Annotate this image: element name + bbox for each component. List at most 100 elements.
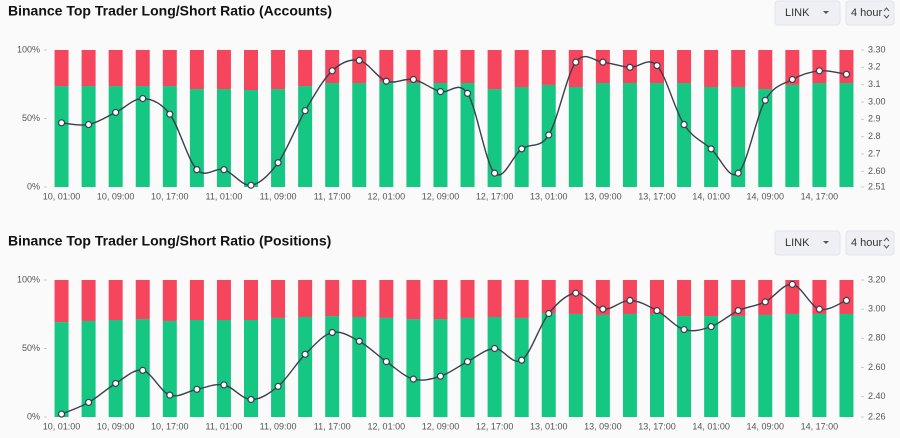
bar-segment — [731, 280, 746, 317]
bar-segment — [812, 280, 827, 314]
ratio-point — [463, 89, 472, 97]
ratio-point — [653, 307, 661, 315]
ratio-point — [491, 344, 499, 353]
bar-segment — [650, 280, 664, 314]
ratio-point — [84, 120, 93, 129]
bar-segment — [135, 280, 150, 320]
bar-segment — [189, 320, 204, 417]
bar-segment — [595, 83, 610, 187]
bar-segment — [487, 50, 502, 90]
ratio-point — [572, 289, 580, 297]
x-tick-label: 11, 01:00 — [205, 191, 242, 201]
x-tick-label: 12, 09:00 — [422, 191, 460, 201]
y2-tick-label: 2.9 — [868, 114, 881, 124]
bar-segment — [704, 280, 719, 317]
y2-tick-label: 2.8 — [868, 131, 881, 141]
x-tick-label: 10, 01:00 — [43, 191, 81, 201]
bar-segment — [731, 86, 746, 187]
bar-segment — [487, 316, 502, 417]
ratio-point — [166, 110, 174, 118]
dropdown-text: 4 hour — [851, 237, 883, 249]
bar-segment — [433, 83, 448, 187]
y2-tick-label: 3.00 — [868, 96, 886, 106]
x-tick-label: 14, 01:00 — [692, 421, 730, 431]
interval-dropdown[interactable]: 4 hour — [845, 230, 895, 256]
y2-tick-label: 3.1 — [868, 79, 881, 89]
ratio-point — [680, 120, 688, 129]
bar-segment — [379, 317, 394, 417]
bar-segment — [271, 89, 286, 187]
bar-segment — [406, 280, 421, 320]
symbol-dropdown[interactable]: LINK — [774, 230, 841, 256]
chart-title: Binance Top Trader Long/Short Ratio (Pos… — [8, 233, 331, 249]
bar-segment — [379, 82, 394, 187]
ratio-point — [57, 410, 66, 418]
ratio-point — [193, 385, 201, 393]
bar-segment — [406, 83, 421, 187]
x-tick-label: 12, 01:00 — [368, 421, 406, 431]
dropdown-arrow — [883, 7, 890, 19]
bar-segment — [271, 280, 286, 318]
ratio-point — [328, 328, 336, 337]
bar-segment — [244, 280, 258, 321]
bar-segment — [541, 280, 556, 314]
ratio-point — [112, 379, 120, 388]
ratio-point — [491, 169, 499, 177]
dropdown-box — [774, 230, 841, 256]
x-tick-label: 11, 17:00 — [314, 191, 351, 201]
bar-segment — [81, 280, 96, 321]
bar-segment — [677, 280, 692, 317]
bar-segment — [325, 280, 340, 317]
bar-segment — [433, 319, 448, 417]
ratio-point — [436, 372, 445, 380]
ratio-point — [518, 356, 526, 364]
bar-segment — [514, 86, 529, 187]
bar-segment — [839, 50, 854, 84]
ratio-line — [61, 55, 847, 186]
y2-tick-label: 3.20 — [868, 274, 886, 284]
ratio-point — [761, 298, 769, 306]
ratio-point — [166, 391, 174, 399]
y2-tick-label: 3.30 — [868, 44, 886, 54]
y2-tick-label: 2.60 — [868, 166, 886, 176]
dropdown-arrow — [823, 241, 829, 244]
y-tick-label: 50% — [22, 343, 40, 353]
bar-segment — [54, 322, 69, 417]
interval-dropdown[interactable]: 4 hour — [845, 0, 895, 26]
symbol-dropdown[interactable]: LINK — [774, 0, 841, 26]
x-tick-label: 14, 09:00 — [746, 191, 784, 201]
bar-segment — [541, 313, 556, 417]
bar-segment — [622, 83, 637, 187]
ratio-point — [545, 131, 553, 139]
bar-segment — [244, 90, 258, 187]
ratio-point — [518, 145, 526, 153]
dropdown-arrow — [883, 237, 890, 249]
bar-segment — [622, 313, 637, 417]
bar-segment — [216, 50, 231, 90]
x-tick-label: 11, 01:00 — [205, 421, 242, 431]
ratio-line — [61, 283, 847, 415]
ratio-point — [409, 75, 417, 84]
ratio-point — [274, 382, 282, 390]
bar-segment — [568, 50, 583, 87]
bar-segment — [704, 50, 719, 87]
ratio-point — [815, 305, 824, 313]
ratio-point — [301, 350, 309, 358]
bar-segment — [108, 280, 123, 321]
ratio-point — [815, 67, 824, 75]
ratio-point — [788, 280, 796, 288]
ratio-point — [545, 309, 553, 318]
bar-segment — [785, 84, 800, 187]
bar-segment — [812, 50, 827, 84]
bar-segment — [406, 319, 421, 417]
ratio-point — [301, 107, 309, 115]
x-tick-label: 14, 09:00 — [746, 421, 784, 431]
y-tick-label: 50% — [22, 113, 40, 123]
bar-segment — [298, 50, 313, 87]
ratio-point — [328, 67, 336, 75]
bar-segment — [433, 280, 448, 320]
ratio-point — [599, 58, 607, 66]
x-tick-label: 13, 17:00 — [638, 191, 676, 201]
bar-segment — [379, 280, 394, 318]
